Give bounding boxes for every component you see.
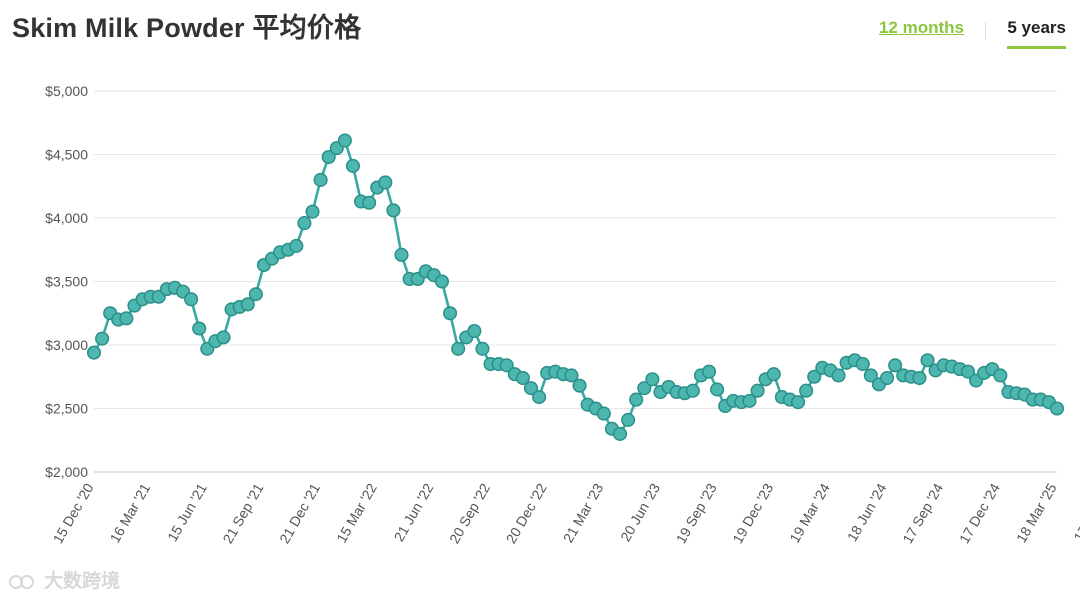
x-tick-label: 19 Dec '23 bbox=[729, 480, 776, 546]
data-point[interactable] bbox=[184, 292, 199, 307]
watermark: 大数跨境 bbox=[8, 566, 120, 593]
x-tick-label: 18 Mar '25 bbox=[1013, 480, 1060, 545]
y-tick-label: $4,500 bbox=[45, 147, 88, 163]
data-point[interactable] bbox=[192, 321, 207, 336]
x-tick-label: 19 Mar '24 bbox=[786, 480, 833, 545]
y-tick-label: $3,500 bbox=[45, 274, 88, 290]
data-point[interactable] bbox=[612, 426, 628, 441]
data-point[interactable] bbox=[345, 158, 361, 173]
data-point[interactable] bbox=[216, 330, 231, 345]
data-point[interactable] bbox=[920, 353, 935, 368]
y-tick-label: $2,500 bbox=[45, 401, 88, 417]
watermark-text: 大数跨境 bbox=[44, 571, 121, 592]
data-point[interactable] bbox=[960, 364, 976, 379]
data-point[interactable] bbox=[766, 367, 781, 382]
y-tick-label: $3,000 bbox=[45, 337, 88, 353]
x-tick-label: 15 Mar '22 bbox=[333, 480, 380, 545]
data-point[interactable] bbox=[515, 370, 530, 386]
data-point[interactable] bbox=[313, 172, 328, 187]
x-tick-label: 20 Sep '22 bbox=[446, 480, 493, 546]
data-point[interactable] bbox=[119, 311, 134, 326]
data-point[interactable] bbox=[888, 358, 903, 373]
data-point[interactable] bbox=[443, 306, 458, 321]
data-point[interactable] bbox=[750, 383, 765, 398]
data-point[interactable] bbox=[564, 368, 579, 383]
data-point[interactable] bbox=[629, 392, 644, 407]
tab-12-months[interactable]: 12 months bbox=[878, 18, 964, 37]
data-point[interactable] bbox=[240, 297, 255, 312]
data-point[interactable] bbox=[523, 381, 539, 396]
data-point[interactable] bbox=[86, 345, 102, 360]
data-point[interactable] bbox=[321, 149, 336, 165]
tab-divider bbox=[985, 22, 986, 40]
data-point[interactable] bbox=[451, 341, 466, 356]
data-point[interactable] bbox=[289, 238, 304, 253]
x-tick-label: 17 Dec '24 bbox=[956, 480, 1003, 546]
data-point[interactable] bbox=[378, 175, 393, 190]
data-point[interactable] bbox=[645, 372, 660, 387]
data-point[interactable] bbox=[993, 368, 1008, 383]
data-point[interactable] bbox=[596, 406, 611, 421]
watermark-logo-icon bbox=[9, 574, 34, 589]
data-point[interactable] bbox=[790, 395, 806, 410]
data-point[interactable] bbox=[95, 331, 110, 346]
data-point[interactable] bbox=[434, 274, 450, 289]
data-point[interactable] bbox=[863, 368, 878, 383]
data-point[interactable] bbox=[532, 390, 547, 405]
x-tick-label: 15 Dec '20 bbox=[49, 480, 96, 546]
x-tick-label: 19 Sep '23 bbox=[673, 480, 720, 546]
page-title: Skim Milk Powder 平均价格 bbox=[12, 13, 362, 43]
x-tick-label: 20 Jun '23 bbox=[617, 480, 663, 544]
x-tick-label: 15 Jun '21 bbox=[164, 480, 210, 544]
data-point[interactable] bbox=[621, 412, 636, 427]
data-point[interactable] bbox=[701, 364, 717, 379]
data-point[interactable] bbox=[912, 370, 927, 386]
y-tick-label: $4,000 bbox=[45, 210, 88, 226]
x-tick-label: 17 Sep '24 bbox=[899, 480, 946, 546]
data-point[interactable] bbox=[362, 195, 377, 210]
data-point[interactable] bbox=[499, 358, 514, 373]
x-tick-label: 20 Dec '22 bbox=[503, 480, 550, 546]
data-point[interactable] bbox=[799, 383, 814, 398]
data-point[interactable] bbox=[742, 393, 757, 408]
data-point[interactable] bbox=[710, 382, 725, 397]
x-tick-label: 17 Jun '25 bbox=[1070, 480, 1080, 544]
data-point[interactable] bbox=[467, 323, 482, 339]
data-point[interactable] bbox=[572, 378, 587, 393]
data-point[interactable] bbox=[855, 357, 870, 372]
x-tick-label: 18 Jun '24 bbox=[844, 480, 890, 544]
x-tick-label: 16 Mar '21 bbox=[107, 480, 154, 545]
data-point[interactable] bbox=[831, 368, 846, 383]
data-point[interactable] bbox=[386, 203, 401, 218]
data-point[interactable] bbox=[337, 133, 352, 148]
x-tick-label: 21 Mar '23 bbox=[560, 480, 607, 545]
data-point[interactable] bbox=[394, 247, 409, 262]
data-point[interactable] bbox=[475, 341, 490, 356]
data-point[interactable] bbox=[685, 383, 700, 398]
data-point[interactable] bbox=[807, 369, 822, 384]
data-point[interactable] bbox=[305, 204, 320, 219]
x-tick-label: 21 Jun '22 bbox=[391, 480, 437, 544]
data-point[interactable] bbox=[297, 216, 312, 231]
x-tick-label: 21 Dec '21 bbox=[276, 480, 323, 546]
data-point[interactable] bbox=[248, 287, 263, 302]
y-tick-label: $5,000 bbox=[45, 83, 88, 99]
y-tick-label: $2,000 bbox=[45, 464, 88, 480]
x-tick-label: 21 Sep '21 bbox=[219, 480, 266, 546]
tab-5-years[interactable]: 5 years bbox=[1007, 18, 1066, 49]
data-point[interactable] bbox=[637, 381, 652, 396]
data-point[interactable] bbox=[880, 370, 895, 386]
data-point[interactable] bbox=[1049, 401, 1065, 416]
